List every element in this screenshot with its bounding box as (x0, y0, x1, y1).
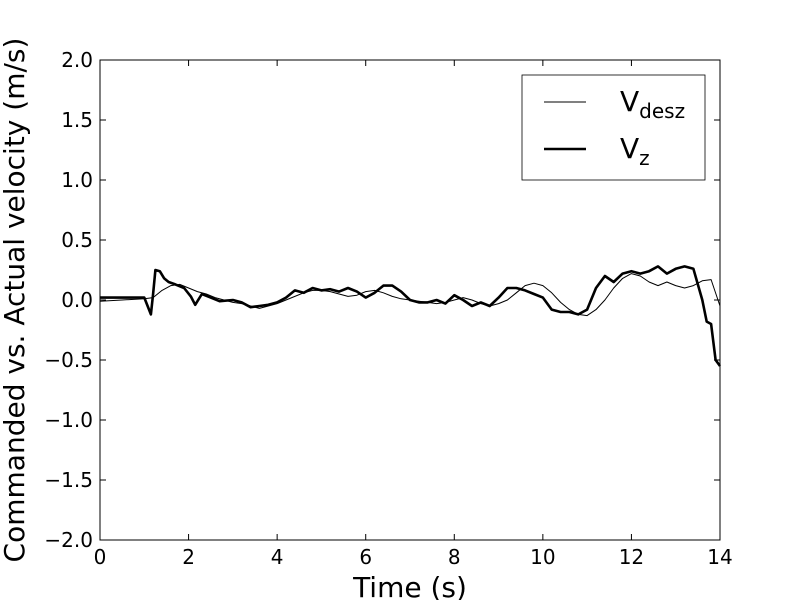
legend-label-vdesz-subscript: desz (639, 99, 685, 123)
series-line-vz (100, 265, 722, 367)
legend-label-vz-main: V (620, 132, 639, 165)
legend-label-vz-subscript: z (639, 146, 650, 170)
x-tick-label: 6 (359, 545, 372, 569)
legend-label-vdesz: Vdesz (620, 85, 685, 123)
y-tick-label: −1.5 (44, 468, 93, 492)
x-tick-label: 0 (94, 545, 107, 569)
y-axis-label: Commanded vs. Actual velocity (m/s) (0, 38, 31, 563)
series-layer (99, 265, 722, 367)
x-tick-label: 4 (271, 545, 284, 569)
y-tick-label: −1.0 (44, 408, 93, 432)
tick-layer: 0 2 4 6 8 10 12 14 2.0 1.5 1.0 0.5 0.0 −0.5 −1.0 −1.5 −2… (44, 48, 732, 569)
y-tick-label: 0.0 (61, 288, 93, 312)
x-axis-label: Time (s) (352, 571, 467, 600)
y-tick-label: −0.5 (44, 348, 93, 372)
x-tick-label: 8 (448, 545, 461, 569)
legend-label-vdesz-main: V (620, 85, 639, 118)
y-tick-label: 1.5 (61, 108, 93, 132)
legend: Vdesz Vz (521, 74, 706, 181)
legend-label-vz: Vz (620, 132, 650, 170)
y-tick-label: 1.0 (61, 168, 93, 192)
x-tick-label: 14 (707, 545, 732, 569)
x-tick-label: 10 (530, 545, 555, 569)
x-tick-label: 2 (182, 545, 195, 569)
y-tick-label: 2.0 (61, 48, 93, 72)
legend-box (521, 74, 706, 181)
y-tick-label: 0.5 (61, 228, 93, 252)
y-tick-label: −2.0 (44, 528, 93, 552)
x-tick-label: 12 (619, 545, 644, 569)
series-line-vdesz (99, 273, 721, 317)
